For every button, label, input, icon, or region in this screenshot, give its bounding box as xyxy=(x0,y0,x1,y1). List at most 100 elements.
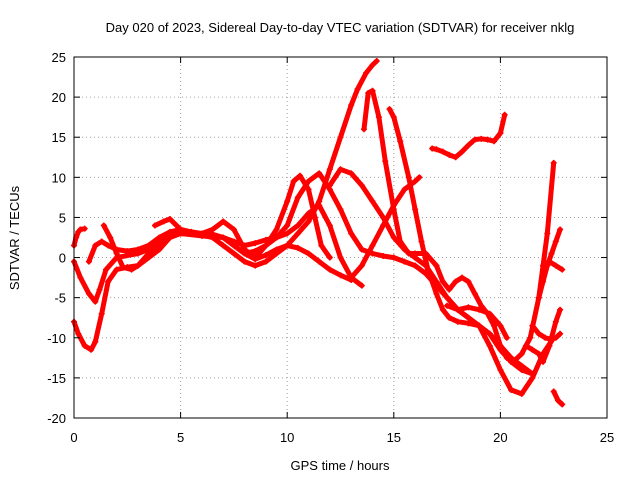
data-point-marker xyxy=(220,218,227,225)
data-point-marker xyxy=(273,226,280,233)
data-point-marker xyxy=(92,338,99,345)
axis-ticks: 0 5 10 15 20 25 -20 -15 -10 -5 0 5 10 15 20 25 xyxy=(47,50,614,445)
data-point-marker xyxy=(337,206,344,213)
data-point-marker xyxy=(484,136,491,143)
data-point-marker xyxy=(510,358,517,365)
data-point-marker xyxy=(124,248,131,255)
data-point-marker xyxy=(77,226,84,233)
x-tick-label: 5 xyxy=(177,430,184,445)
data-point-marker xyxy=(529,374,536,381)
data-point-marker xyxy=(88,346,95,353)
data-point-marker xyxy=(81,342,88,349)
data-point-marker xyxy=(542,334,549,341)
data-point-marker xyxy=(326,166,333,173)
data-point-marker xyxy=(552,334,559,341)
data-point-marker xyxy=(166,234,173,241)
data-point-marker xyxy=(113,250,120,257)
data-point-marker xyxy=(77,274,84,281)
data-point-marker xyxy=(380,252,387,259)
data-point-marker xyxy=(156,234,163,241)
data-point-marker xyxy=(294,244,301,251)
data-point-marker xyxy=(548,336,555,343)
data-point-marker xyxy=(380,222,387,229)
data-point-marker xyxy=(369,242,376,249)
data-point-marker xyxy=(81,225,88,232)
data-point-marker xyxy=(96,286,103,293)
data-point-marker xyxy=(98,238,105,245)
y-tick-label: 0 xyxy=(59,251,66,266)
data-point-marker xyxy=(360,126,367,133)
data-point-marker xyxy=(316,202,323,209)
data-point-marker xyxy=(318,242,325,249)
data-point-marker xyxy=(486,342,493,349)
data-point-marker xyxy=(382,158,389,165)
data-point-marker xyxy=(337,134,344,141)
data-point-marker xyxy=(416,174,423,181)
data-point-marker xyxy=(290,178,297,185)
data-point-marker xyxy=(465,142,472,149)
data-point-marker xyxy=(166,216,173,223)
data-point-marker xyxy=(465,314,472,321)
data-point-marker xyxy=(363,70,370,77)
data-point-marker xyxy=(100,222,107,229)
data-point-marker xyxy=(465,304,472,311)
data-point-marker xyxy=(412,250,419,257)
data-point-marker xyxy=(535,350,542,357)
data-point-marker xyxy=(337,272,344,279)
data-point-marker xyxy=(152,222,159,229)
data-point-marker xyxy=(209,226,216,233)
data-point-marker xyxy=(412,206,419,213)
data-point-marker xyxy=(326,222,333,229)
data-point-marker xyxy=(105,242,112,249)
data-point-marker xyxy=(311,214,318,221)
data-point-marker xyxy=(529,346,536,353)
data-point-marker xyxy=(557,306,564,313)
data-point-marker xyxy=(540,358,547,365)
data-point-marker xyxy=(358,182,365,189)
data-point-marker xyxy=(552,238,559,245)
data-point-marker xyxy=(369,198,376,205)
y-tick-label: -10 xyxy=(47,331,66,346)
data-point-marker xyxy=(230,242,237,249)
data-point-marker xyxy=(220,242,227,249)
data-point-marker xyxy=(439,306,446,313)
data-point-marker xyxy=(454,318,461,325)
data-point-marker xyxy=(522,342,529,349)
data-point-marker xyxy=(230,226,237,233)
x-tick-label: 20 xyxy=(493,430,507,445)
series-satellite-arc-12 xyxy=(433,160,557,365)
data-point-marker xyxy=(375,114,382,121)
data-point-marker xyxy=(316,170,323,177)
data-point-marker xyxy=(128,266,135,273)
data-point-marker xyxy=(471,290,478,297)
data-point-marker xyxy=(390,254,397,261)
data-point-marker xyxy=(503,354,510,361)
data-point-marker xyxy=(548,250,555,257)
data-point-marker xyxy=(348,102,355,109)
data-point-marker xyxy=(386,106,393,113)
data-point-marker xyxy=(459,274,466,281)
data-point-marker xyxy=(465,320,472,327)
y-tick-label: 25 xyxy=(52,50,66,65)
data-point-marker xyxy=(508,386,515,393)
data-point-marker xyxy=(305,186,312,193)
data-point-marker xyxy=(550,388,557,395)
y-tick-label: 5 xyxy=(59,210,66,225)
data-point-marker xyxy=(471,136,478,143)
data-point-marker xyxy=(252,248,259,255)
data-point-marker xyxy=(446,314,453,321)
data-point-marker xyxy=(105,278,112,285)
x-tick-label: 0 xyxy=(70,430,77,445)
data-point-marker xyxy=(476,306,483,313)
data-point-marker xyxy=(92,298,99,305)
data-point-marker xyxy=(390,114,397,121)
data-point-marker xyxy=(284,242,291,249)
y-axis-label: SDTVAR / TECUs xyxy=(7,185,22,290)
data-point-marker xyxy=(120,264,127,271)
data-point-marker xyxy=(348,230,355,237)
data-point-marker xyxy=(241,258,248,265)
data-point-marker xyxy=(326,254,333,261)
data-point-marker xyxy=(554,397,561,404)
data-point-marker xyxy=(501,111,508,118)
data-point-marker xyxy=(113,266,120,273)
